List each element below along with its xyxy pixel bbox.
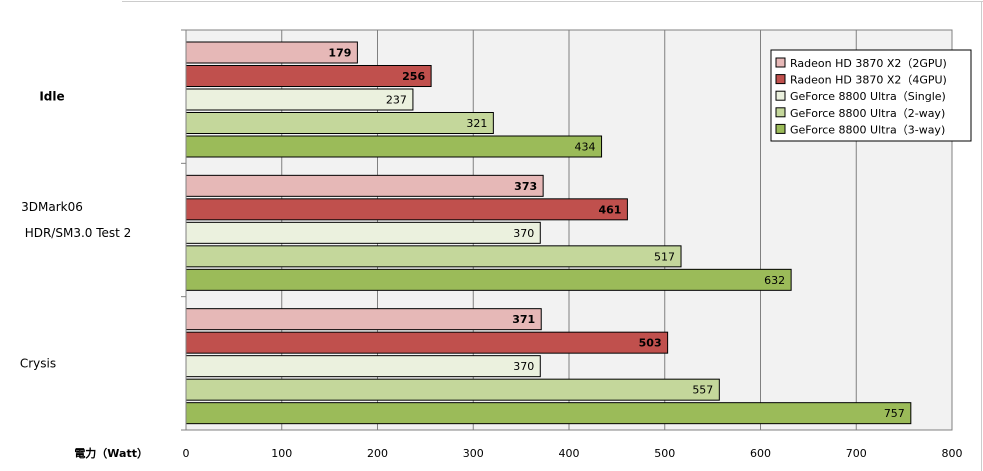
bar [185,245,682,268]
data-label: 757 [884,407,905,420]
legend-swatch [775,74,786,85]
bar [185,88,414,111]
category-label: Idle [39,90,64,104]
bar [185,112,494,134]
legend-swatch [775,107,786,118]
x-tick-label: 200 [367,447,388,460]
data-label: 434 [575,141,596,154]
legend-swatch [775,57,786,68]
bar [185,378,720,401]
legend-box [770,49,972,142]
data-label: 461 [598,203,621,216]
data-label: 557 [692,384,713,397]
category-label: 3DMark06 [21,200,83,214]
bar [185,402,912,425]
legend-entry: GeForce 8800 Ultra（3-way) [790,123,945,136]
data-label: 321 [466,117,487,130]
category-label: HDR/SM3.0 Test 2 [25,226,132,240]
x-tick-label: 600 [750,447,771,460]
data-label: 237 [386,94,407,107]
bar [185,198,628,221]
legend-entry: GeForce 8800 Ultra（2-way) [790,107,945,120]
category-label: Crysis [20,356,56,370]
x-tick-label: 0 [183,447,190,460]
bar [185,308,542,331]
data-label: 371 [512,313,535,326]
bar [185,221,541,244]
data-label: 503 [639,337,662,350]
x-tick-label: 800 [942,447,963,460]
legend-swatch [775,90,786,101]
bar [185,135,603,158]
data-label: 256 [402,70,425,83]
data-label: 370 [513,227,534,240]
legend-swatch [775,123,786,134]
x-tick-label: 700 [846,447,867,460]
bar [185,331,669,354]
legend-entry: Radeon HD 3870 X2（2GPU) [790,57,947,70]
data-label: 179 [328,47,351,60]
legend-entry: GeForce 8800 Ultra（Single) [790,90,946,103]
axes: 0 100 200 300 400 500 600 700 800 電力（Watt） Idle 3DM… [20,29,963,460]
bar [185,65,432,87]
x-tick-label: 300 [463,447,484,460]
data-label: 517 [654,250,675,263]
x-tick-label: 400 [559,447,580,460]
bar [185,268,792,291]
data-label: 370 [513,360,534,373]
x-tick-label: 500 [654,447,675,460]
x-tick-label: 100 [271,447,292,460]
bar [185,355,541,378]
data-label: 632 [764,274,785,287]
x-axis-title: 電力（Watt） [74,446,148,460]
bar [185,174,544,197]
data-label: 373 [514,180,537,193]
legend: Radeon HD 3870 X2（2GPU) Radeon HD 3870 X2… [770,49,972,142]
bars: 179 256 237 321 434 373 461 370 517 632 371 503 370 5… [185,41,912,425]
legend-entry: Radeon HD 3870 X2（4GPU) [790,74,947,87]
